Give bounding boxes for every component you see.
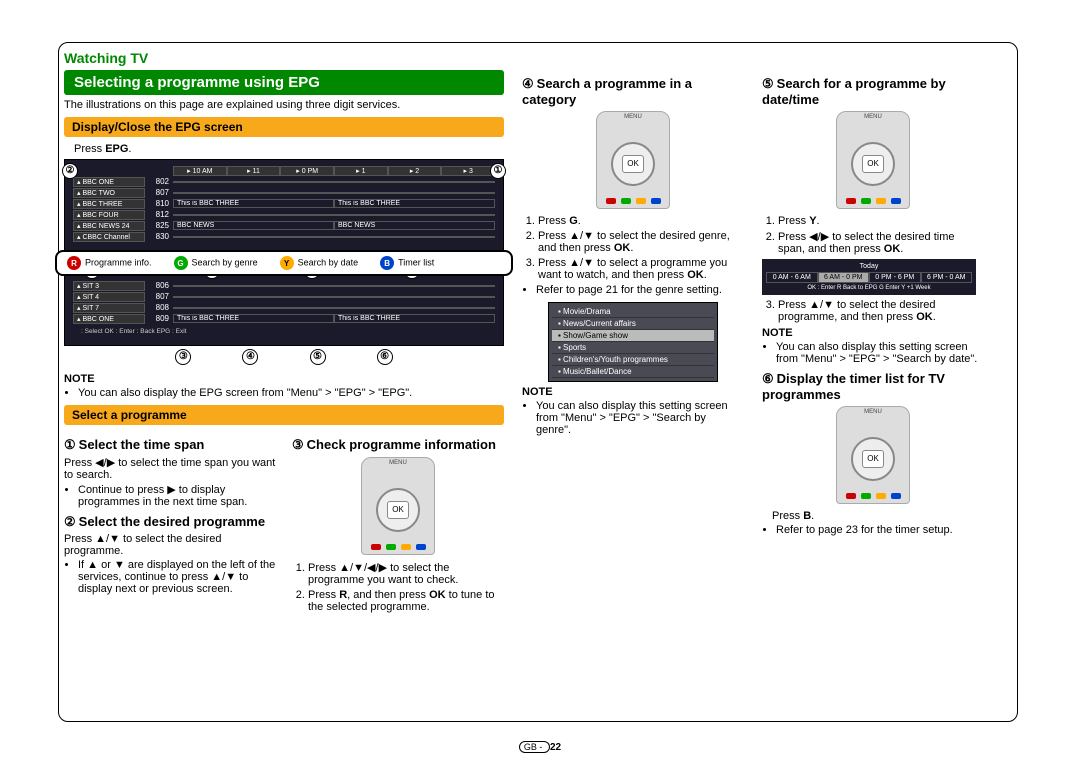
press-epg-line: Press EPG. xyxy=(64,143,504,155)
subhead-display-close: Display/Close the EPG screen xyxy=(64,117,504,137)
step2-head: ②Select the desired programme xyxy=(64,514,276,530)
step1-bullet: Continue to press ▶ to display programme… xyxy=(78,483,276,508)
remote-icon: MENU xyxy=(836,406,910,504)
step1-head: ①Select the time span xyxy=(64,437,276,453)
subhead-select: Select a programme xyxy=(64,405,504,425)
note-heading: NOTE xyxy=(522,386,744,398)
step2-bullet: If ▲ or ▼ are displayed on the left of t… xyxy=(78,559,276,595)
step4-li3: Press ▲/▼ to select a programme you want… xyxy=(538,257,744,281)
step4-bullet: Refer to page 21 for the genre setting. xyxy=(536,284,744,296)
step3-head: ③Check programme information xyxy=(292,437,504,453)
step5-head: ⑤Search for a programme by date/time xyxy=(762,76,984,107)
step1-body: Press ◀/▶ to select the time span you wa… xyxy=(64,456,276,481)
mid-column: ④Search a programme in a category MENU P… xyxy=(522,70,744,616)
step6-body: Press B. xyxy=(762,510,984,522)
step3-li2: Press R, and then press OK to tune to th… xyxy=(308,589,504,613)
page-title: Selecting a programme using EPG xyxy=(64,70,504,95)
note-epg: You can also display the EPG screen from… xyxy=(78,387,504,399)
section-label: Watching TV xyxy=(64,50,1016,66)
step5-li3: Press ▲/▼ to select the desired programm… xyxy=(778,299,984,323)
step6-head: ⑥Display the timer list for TV programme… xyxy=(762,371,984,402)
step6-bullet: Refer to page 23 for the timer setup. xyxy=(776,524,984,536)
step4-li1: Press G. xyxy=(538,215,744,227)
note-heading: NOTE xyxy=(762,327,984,339)
right-column: ⑤Search for a programme by date/time MEN… xyxy=(762,70,984,616)
date-strip: Today 0 AM - 6 AM6 AM - 0 PM0 PM - 6 PM6… xyxy=(762,259,976,295)
epg-screenshot: ② ① ③ ④ ⑤ ⑥ ▸ 10 AM▸ 11▸ 0 PM▸ 1▸ 2▸ 3 ▴… xyxy=(64,159,504,365)
step5-li2: Press ◀/▶ to select the desired time spa… xyxy=(778,230,984,255)
remote-icon: MENU xyxy=(361,457,435,555)
note-heading: NOTE xyxy=(64,373,504,385)
page-footer: GB - 22 xyxy=(0,742,1080,753)
remote-icon: MENU xyxy=(836,111,910,209)
step4-head: ④Search a programme in a category xyxy=(522,76,744,107)
step5-note: You can also display this setting screen… xyxy=(776,341,984,365)
left-column: Selecting a programme using EPG The illu… xyxy=(64,70,504,616)
step4-li2: Press ▲/▼ to select the desired genre, a… xyxy=(538,230,744,254)
remote-icon: MENU xyxy=(596,111,670,209)
intro-text: The illustrations on this page are expla… xyxy=(64,99,504,111)
step3-li1: Press ▲/▼/◀/▶ to select the programme yo… xyxy=(308,561,504,586)
step4-note: You can also display this setting screen… xyxy=(536,400,744,436)
step2-body: Press ▲/▼ to select the desired programm… xyxy=(64,533,276,557)
genre-menu: ▪ Movie/Drama▪ News/Current affairs▪ Sho… xyxy=(548,302,718,382)
step5-li1: Press Y. xyxy=(778,215,984,227)
